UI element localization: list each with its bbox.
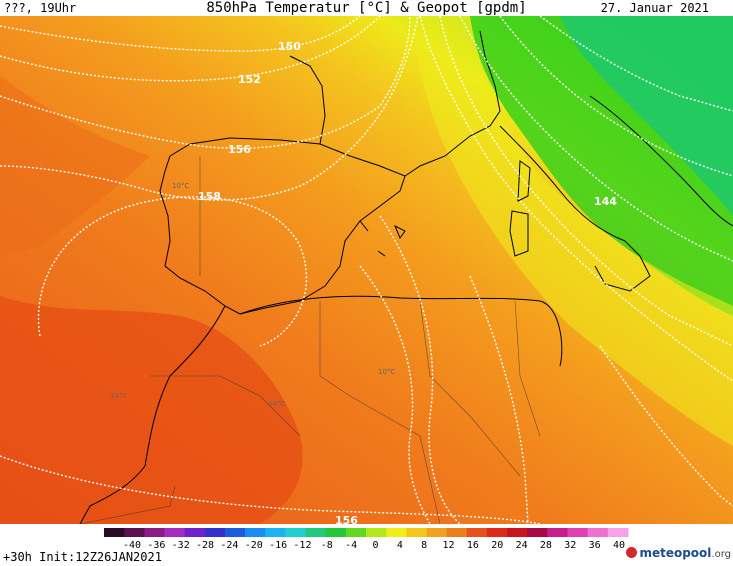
colorbar-cell [245,528,266,537]
colorbar-cell [587,528,609,537]
colorbar-cell [124,528,145,537]
colorbar-cell [486,528,508,537]
colorbar-cell [507,528,528,537]
logo-tld: .org [711,549,731,560]
colorbar-cell [426,528,448,537]
temp-label-3: 14°C [110,392,127,400]
colorbar-cell [164,528,186,537]
map-title: 850hPa Temperatur [°C] & Geopot [gpdm] [206,0,527,16]
temp-label-4: 14°C [268,400,285,408]
colorbar-tick-label: -32 [171,540,190,551]
temp-label-2: 10°C [378,368,395,376]
contour-label-156-south: 156 [335,514,358,524]
warm-zone-africa [0,296,303,524]
colorbar-cell [224,528,246,537]
logo-dot-icon [626,547,638,558]
colorbar-tick-label: 0 [372,540,379,551]
country-borders [79,156,541,524]
colorbar-tick-label: -12 [293,540,312,551]
valid-time-label: ???, 19Uhr [4,1,77,15]
model-run-info: +30h Init:12Z26JAN2021 [3,550,162,564]
valid-date-label: 27. Januar 2021 [600,1,709,15]
colorbar-cell [406,528,427,537]
contour-label-144: 144 [594,195,617,208]
contour-label-150: 150 [278,40,301,53]
colorbar-tick-label: -24 [220,540,239,551]
contour-label-156: 156 [228,143,251,156]
colorbar-cell [305,528,327,537]
geopotential-contours [0,16,733,524]
colorbar-tick-label: 36 [588,540,601,551]
logo-text: meteopool [639,546,712,560]
map-canvas: 150 152 156 158 144 156 10°C 10°C 14°C 1… [0,16,733,524]
colorbar-cell [204,528,226,537]
colorbar-tick-label: -16 [269,540,288,551]
colorbar-tick-label: 24 [515,540,528,551]
colorbar-tick-label: 4 [396,540,403,551]
colorbar-tick-label: -20 [244,540,263,551]
warm-zone-atlantic [0,76,150,256]
colorbar-tick-label: -4 [345,540,358,551]
colorbar-cell [265,528,286,537]
meteopool-logo[interactable]: meteopool.org [626,546,731,560]
colorbar-cell [446,528,468,537]
coastlines [79,30,733,524]
colorbar-tick-label: 20 [491,540,504,551]
teal-zone-east [560,16,733,216]
colorbar-tick-label: 12 [442,540,455,551]
colorbar-cell [547,528,569,537]
colorbar-cell [386,528,407,537]
temp-label-1: 10°C [172,182,189,190]
colorbar-cell [527,528,548,537]
colorbar-tick-label: -8 [320,540,333,551]
colorbar-cell [104,528,125,537]
colorbar-tick-label: -28 [196,540,215,551]
colorbar-tick-label: 32 [564,540,577,551]
colorbar [104,528,629,537]
colorbar-tick-label: 8 [421,540,428,551]
colorbar-tick-label: 28 [539,540,552,551]
colorbar-tick-label: -36 [147,540,166,551]
header-bar: ???, 19Uhr 850hPa Temperatur [°C] & Geop… [0,0,733,16]
colorbar-cell [466,528,488,537]
colorbar-cell [325,528,347,537]
colorbar-tick-label: 16 [466,540,479,551]
colorbar-cell [345,528,367,537]
footer-bar: -40 -36 -32 -28 -24 -20 -16 -12 -8 -4 0 4 8 12 16 20 24 2… [0,524,733,566]
contour-label-158: 158 [198,190,221,203]
yellow-zone-italy [410,16,733,446]
colorbar-cell [366,528,387,537]
colorbar-cell [567,528,589,537]
colorbar-cell [285,528,307,537]
colorbar-tick-label: 40 [612,540,626,551]
temperature-map: 150 152 156 158 144 156 10°C 10°C 14°C 1… [0,16,733,524]
colorbar-labels: -40 -36 -32 -28 -24 -20 -16 -12 -8 -4 0 4 8 12 16 20 24 2… [0,540,733,552]
colorbar-tick-label: -40 [122,540,142,551]
colorbar-cell [144,528,165,537]
colorbar-cell [184,528,206,537]
colorbar-cell [607,528,629,537]
contour-label-152: 152 [238,73,261,86]
